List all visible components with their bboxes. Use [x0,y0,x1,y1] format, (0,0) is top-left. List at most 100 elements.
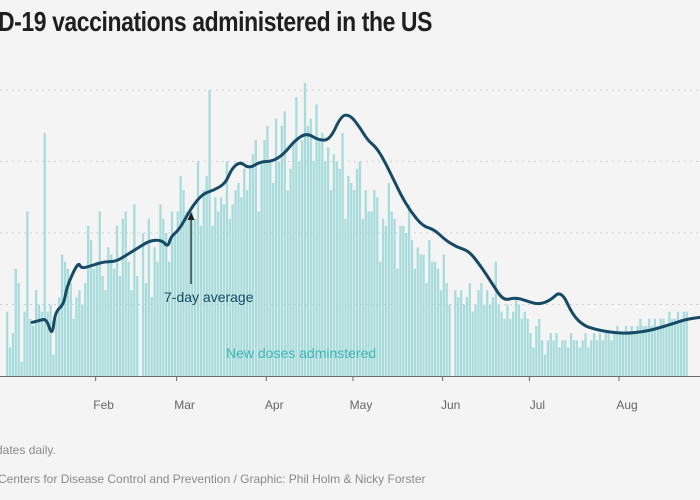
bar [630,325,633,376]
bar [673,318,677,376]
bar [318,140,321,376]
bar [566,347,570,376]
bar [347,175,350,376]
bar [170,211,174,376]
bar [292,140,295,376]
bar [355,168,359,376]
bar [436,268,440,376]
bar [486,290,489,376]
bar [173,233,177,376]
bar [81,304,84,376]
bar [373,190,376,376]
bar [199,225,203,376]
bar [483,304,486,376]
bar [23,311,26,376]
bar [407,204,411,376]
bar [610,340,613,376]
bar [335,161,338,376]
bar [188,218,191,376]
bar [682,311,685,376]
bar [540,340,544,376]
x-tick-label: May [350,398,373,412]
bar [662,318,665,376]
bar-series [6,82,688,377]
bar [601,340,604,376]
bar [491,297,495,376]
bar [613,333,616,376]
bar [381,218,385,376]
bar [578,347,581,376]
bar [598,333,602,376]
bar [98,211,101,376]
bar [92,268,96,376]
bar [228,218,231,376]
bar [500,311,503,376]
bar [176,211,179,376]
bar [69,283,72,376]
bar [309,118,312,376]
bar [243,168,246,376]
bar [315,104,318,376]
bar [538,318,541,376]
bar [584,333,587,376]
bar [416,247,419,376]
bar [32,325,35,376]
bar [425,283,428,376]
source-credit: Centers for Disease Control and Preventi… [0,472,426,486]
bar [118,275,122,376]
bar [624,325,628,376]
bar [353,190,356,376]
bar [269,161,272,376]
bar [572,340,576,376]
grid-lines [0,89,700,306]
bar [384,225,388,376]
bar [321,132,324,376]
bar [685,311,688,376]
annotation-arrow-head [187,212,195,220]
bar [300,140,304,376]
bar [167,261,171,376]
bar [636,325,639,376]
bar [564,340,567,376]
bar [133,204,136,376]
bar [376,197,379,376]
bar [465,297,469,376]
bar [165,233,168,376]
bar [277,161,281,376]
bar [419,254,422,376]
bar [468,283,471,376]
bar [191,211,194,376]
bar [211,225,214,376]
bar [595,340,599,376]
bar [185,211,188,376]
bar [442,254,445,376]
bar [20,361,23,376]
bar [529,333,532,376]
bar [364,190,367,376]
bar [107,247,110,376]
bar [240,197,243,376]
bar [150,297,153,376]
bar [34,290,38,376]
bar [402,225,405,376]
bar [433,261,437,376]
bar [509,318,512,376]
bar [656,325,659,376]
bar [326,147,330,376]
bar [341,132,344,376]
bar [159,204,162,376]
bar [202,190,205,376]
bar [283,111,286,376]
bar [428,240,431,376]
bar [653,318,657,376]
bar [127,261,130,376]
bar [454,290,457,376]
bar [124,211,127,376]
bar [387,182,390,376]
bar [413,268,417,376]
x-tick-label: Aug [616,398,637,412]
bar [590,340,593,376]
bar [29,318,32,376]
bar [37,304,41,376]
bar [219,197,223,376]
